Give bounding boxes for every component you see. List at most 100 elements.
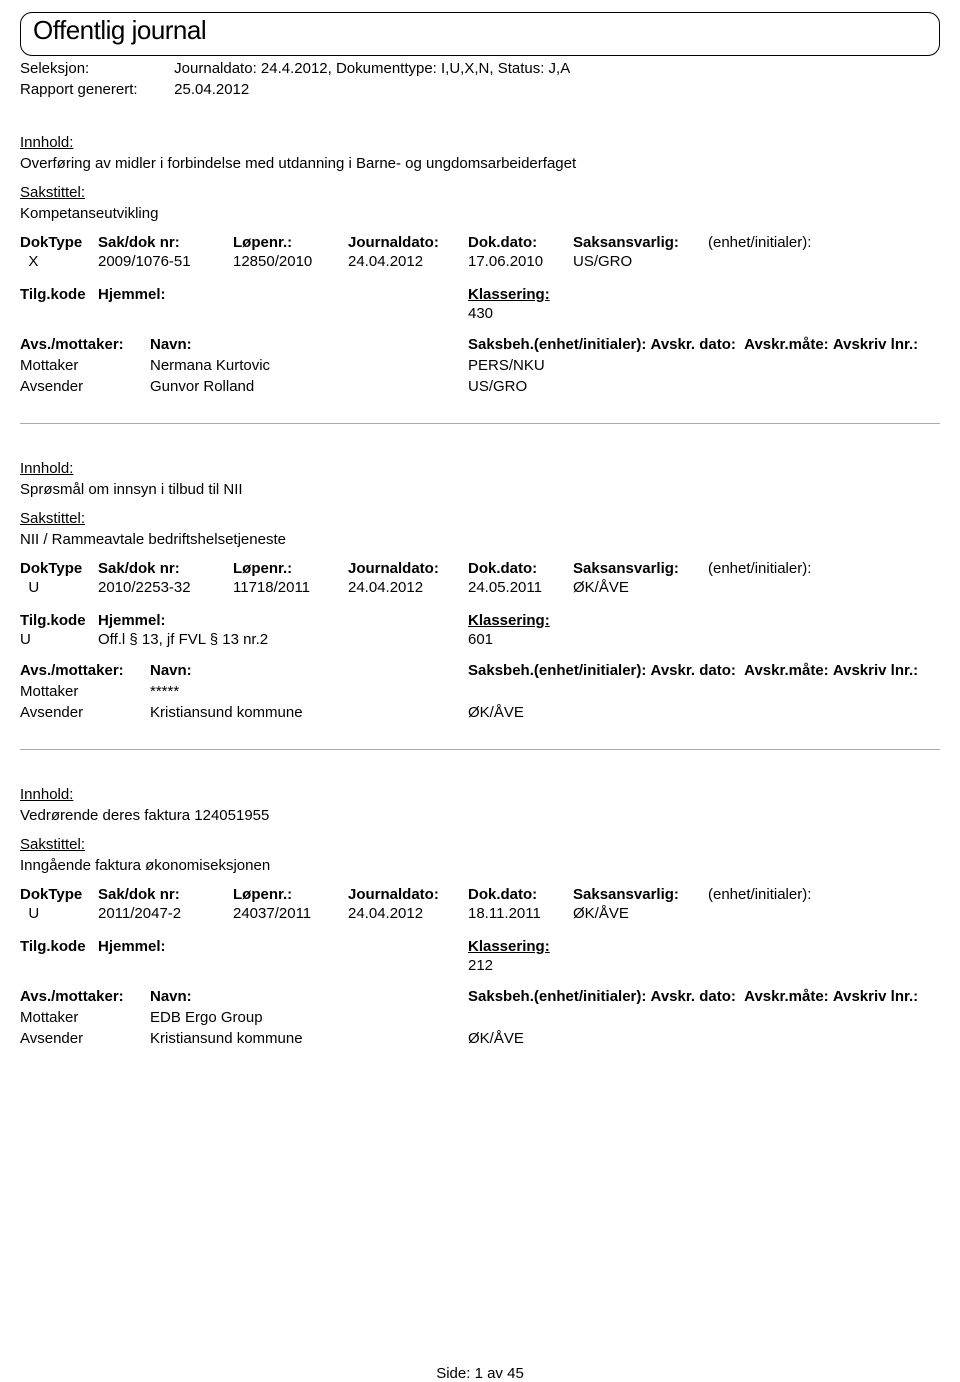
val-journaldato: 24.04.2012 [348, 253, 468, 270]
hdr-tilgkode: Tilg.kode [20, 938, 98, 955]
page-title: Offentlig journal [33, 15, 927, 46]
party-role: Avsender [20, 378, 150, 395]
val-hjemmel: Off.l § 13, jf FVL § 13 nr.2 [98, 631, 468, 648]
journal-page: Offentlig journal Seleksjon: Journaldato… [0, 12, 960, 1382]
rapport-value: 25.04.2012 [174, 81, 249, 98]
hdr-enhet: (enhet/initialer): [708, 886, 868, 903]
hdr-saknr: Sak/dok nr: [98, 234, 233, 251]
hdr-enhet: (enhet/initialer): [708, 234, 868, 251]
party-header-row: Avs./mottaker: Navn: Saksbeh.(enhet/init… [20, 662, 940, 679]
doc-header-row: DokType Sak/dok nr: Løpenr.: Journaldato… [20, 234, 940, 251]
rapport-label: Rapport generert: [20, 81, 170, 98]
val-journaldato: 24.04.2012 [348, 905, 468, 922]
hdr-hjemmel: Hjemmel: [98, 286, 468, 303]
hdr-saknr: Sak/dok nr: [98, 560, 233, 577]
hdr-tilgkode: Tilg.kode [20, 612, 98, 629]
sakstittel-label: Sakstittel: [20, 510, 940, 527]
hdr-lopenr: Løpenr.: [233, 234, 348, 251]
hdr-klassering: Klassering: [468, 286, 550, 303]
val-lopenr: 24037/2011 [233, 905, 348, 922]
val-saknr: 2009/1076-51 [98, 253, 233, 270]
hdr-doktype: DokType [20, 560, 98, 577]
hdr-navn: Navn: [150, 662, 468, 679]
party-saksbeh: US/GRO [468, 378, 648, 395]
innhold-text: Vedrørende deres faktura 124051955 [20, 807, 940, 824]
val-tilgkode [20, 305, 98, 322]
hdr-saksbeh: Saksbeh.(enhet/initialer): Avskr. dato: … [468, 336, 918, 353]
hdr-journaldato: Journaldato: [348, 886, 468, 903]
rapport-row: Rapport generert: 25.04.2012 [20, 81, 940, 98]
party-role: Avsender [20, 1030, 150, 1047]
hdr-avsmottaker: Avs./mottaker: [20, 336, 150, 353]
hdr-avsmottaker: Avs./mottaker: [20, 988, 150, 1005]
hdr-hjemmel: Hjemmel: [98, 938, 468, 955]
hdr-doktype: DokType [20, 886, 98, 903]
party-role: Avsender [20, 704, 150, 721]
doc-data-row: X 2009/1076-51 12850/2010 24.04.2012 17.… [20, 253, 940, 270]
party-row: Mottaker Nermana Kurtovic PERS/NKU [20, 357, 940, 374]
doc-header-row: DokType Sak/dok nr: Løpenr.: Journaldato… [20, 886, 940, 903]
hdr-lopenr: Løpenr.: [233, 886, 348, 903]
val-klassering: 212 [468, 957, 493, 974]
val-tilgkode: U [20, 631, 98, 648]
hdr-saksansvarlig: Saksansvarlig: [573, 886, 708, 903]
party-navn: Kristiansund kommune [150, 1030, 468, 1047]
innhold-text: Sprøsmål om innsyn i tilbud til NII [20, 481, 940, 498]
party-row: Mottaker EDB Ergo Group [20, 1009, 940, 1026]
journal-entry: Innhold: Overføring av midler i forbinde… [20, 134, 940, 424]
hdr-avsmottaker: Avs./mottaker: [20, 662, 150, 679]
journal-entry: Innhold: Sprøsmål om innsyn i tilbud til… [20, 460, 940, 750]
party-row: Mottaker ***** [20, 683, 940, 700]
val-doktype: X [20, 253, 98, 270]
party-saksbeh: PERS/NKU [468, 357, 648, 374]
party-navn: Gunvor Rolland [150, 378, 468, 395]
val-saksansvarlig: ØK/ÅVE [573, 905, 708, 922]
seleksjon-label: Seleksjon: [20, 60, 170, 77]
hdr-saksbeh: Saksbeh.(enhet/initialer): Avskr. dato: … [468, 662, 918, 679]
party-navn: EDB Ergo Group [150, 1009, 468, 1026]
innhold-label: Innhold: [20, 460, 940, 477]
val-dokdato: 24.05.2011 [468, 579, 573, 596]
hdr-saksbeh: Saksbeh.(enhet/initialer): Avskr. dato: … [468, 988, 918, 1005]
val-doktype: U [20, 579, 98, 596]
class-header-row: Tilg.kode Hjemmel: Klassering: [20, 938, 940, 955]
val-saksansvarlig: US/GRO [573, 253, 708, 270]
class-data-row: 212 [20, 957, 940, 974]
hdr-enhet: (enhet/initialer): [708, 560, 868, 577]
hdr-tilgkode: Tilg.kode [20, 286, 98, 303]
val-hjemmel [98, 305, 468, 322]
hdr-dokdato: Dok.dato: [468, 560, 573, 577]
val-saksansvarlig: ØK/ÅVE [573, 579, 708, 596]
hdr-lopenr: Løpenr.: [233, 560, 348, 577]
party-role: Mottaker [20, 357, 150, 374]
party-saksbeh [468, 683, 648, 700]
party-navn: ***** [150, 683, 468, 700]
journal-entry: Innhold: Vedrørende deres faktura 124051… [20, 786, 940, 1075]
hdr-journaldato: Journaldato: [348, 234, 468, 251]
val-klassering: 601 [468, 631, 493, 648]
doc-header-row: DokType Sak/dok nr: Løpenr.: Journaldato… [20, 560, 940, 577]
val-journaldato: 24.04.2012 [348, 579, 468, 596]
entries-container: Innhold: Overføring av midler i forbinde… [0, 134, 960, 1075]
val-dokdato: 17.06.2010 [468, 253, 573, 270]
hdr-navn: Navn: [150, 336, 468, 353]
hdr-journaldato: Journaldato: [348, 560, 468, 577]
val-lopenr: 11718/2011 [233, 579, 348, 596]
party-row: Avsender Kristiansund kommune ØK/ÅVE [20, 704, 940, 721]
hdr-navn: Navn: [150, 988, 468, 1005]
hdr-klassering: Klassering: [468, 612, 550, 629]
doc-data-row: U 2011/2047-2 24037/2011 24.04.2012 18.1… [20, 905, 940, 922]
val-hjemmel [98, 957, 468, 974]
innhold-label: Innhold: [20, 134, 940, 151]
seleksjon-value: Journaldato: 24.4.2012, Dokumenttype: I,… [174, 60, 570, 77]
class-header-row: Tilg.kode Hjemmel: Klassering: [20, 286, 940, 303]
val-klassering: 430 [468, 305, 493, 322]
innhold-text: Overføring av midler i forbindelse med u… [20, 155, 940, 172]
class-data-row: U Off.l § 13, jf FVL § 13 nr.2 601 [20, 631, 940, 648]
class-header-row: Tilg.kode Hjemmel: Klassering: [20, 612, 940, 629]
innhold-label: Innhold: [20, 786, 940, 803]
val-tilgkode [20, 957, 98, 974]
page-total: 45 [507, 1365, 524, 1382]
hdr-saksansvarlig: Saksansvarlig: [573, 560, 708, 577]
class-data-row: 430 [20, 305, 940, 322]
